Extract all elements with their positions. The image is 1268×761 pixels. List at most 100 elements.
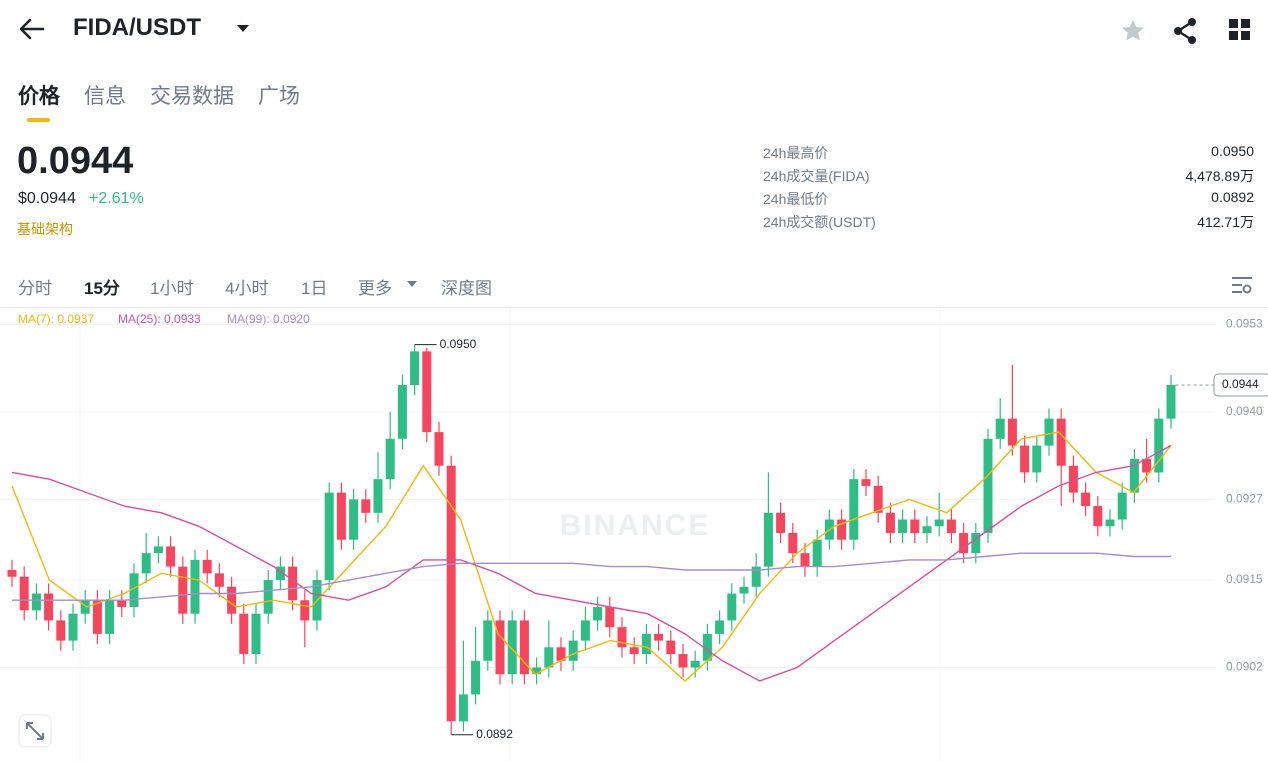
candle-body xyxy=(580,620,590,641)
candle-body xyxy=(483,620,493,661)
candle-body xyxy=(702,633,712,661)
ma-line xyxy=(12,552,1171,601)
candle-body xyxy=(959,532,969,554)
candle-body xyxy=(202,559,212,574)
tab[interactable]: 信息 xyxy=(84,85,126,108)
candle-body xyxy=(1129,458,1139,493)
candle-body xyxy=(532,667,542,675)
legend-label: MA(25): 0.0933 xyxy=(118,312,201,326)
pair-dropdown[interactable] xyxy=(236,24,250,34)
candle-body xyxy=(1044,418,1054,446)
candle-body xyxy=(300,600,310,621)
candle-body xyxy=(153,546,163,554)
stat-label: 24h最低价 xyxy=(763,191,829,207)
candle-body xyxy=(19,576,29,611)
candle-body xyxy=(92,600,102,634)
tab[interactable]: 交易数据 xyxy=(150,85,234,108)
candle-body xyxy=(739,586,749,594)
candle-body xyxy=(617,627,627,648)
candle-body xyxy=(446,465,456,722)
interval-tab[interactable]: 1日 xyxy=(301,279,328,298)
candle-body xyxy=(971,532,981,554)
candle-body xyxy=(117,600,127,607)
candle-body xyxy=(666,640,676,655)
stat-value: 4,478.89万 xyxy=(1185,168,1255,184)
interval-tab[interactable]: 15分 xyxy=(84,279,120,298)
stat-label: 24h成交量(FIDA) xyxy=(763,168,870,184)
ma-line xyxy=(11,431,1172,682)
candle-body xyxy=(324,492,334,581)
candle-body xyxy=(800,553,810,567)
candle-body xyxy=(68,613,78,641)
candle-body xyxy=(263,580,273,614)
y-tick-label: 0.0940 xyxy=(1226,404,1263,418)
candle-body xyxy=(507,620,517,675)
tab-indicator xyxy=(27,118,50,122)
stat-label: 24h成交额(USDT) xyxy=(763,214,876,230)
candle-body xyxy=(214,573,224,587)
chart-settings-icon[interactable] xyxy=(1231,276,1253,294)
candle-body xyxy=(227,586,237,614)
candle-body xyxy=(105,600,115,634)
candle-body xyxy=(519,620,529,675)
candle-body xyxy=(641,633,651,655)
interval-tab[interactable]: 深度图 xyxy=(441,279,492,298)
candle-body xyxy=(1020,445,1030,473)
candle-body xyxy=(361,499,371,513)
pair-title[interactable]: FIDA/USDT xyxy=(73,14,201,41)
candle-body xyxy=(166,546,176,567)
candle-body xyxy=(837,519,847,540)
candle-body xyxy=(910,519,920,533)
candle-body xyxy=(1093,506,1103,527)
stat-value: 0.0950 xyxy=(1211,143,1254,159)
interval-tab[interactable]: 分时 xyxy=(18,279,52,298)
usd-price: $0.0944 xyxy=(18,190,76,207)
candle-body xyxy=(251,613,261,655)
candle-body xyxy=(995,418,1005,439)
candle-body xyxy=(727,593,737,621)
stat-label: 24h最高价 xyxy=(763,145,829,161)
candle-body xyxy=(654,633,664,641)
interval-tab[interactable]: 4小时 xyxy=(225,279,269,298)
candle-body xyxy=(129,573,139,607)
more-dropdown[interactable] xyxy=(407,280,417,288)
menu-grid-icon[interactable] xyxy=(1229,19,1251,41)
candle-body xyxy=(7,569,17,577)
annotation-label: 0.0950 xyxy=(440,337,477,351)
stat-value: 0.0892 xyxy=(1211,189,1254,205)
candle-body xyxy=(568,640,578,661)
candle-body xyxy=(849,479,859,540)
legend-label: MA(7): 0.0937 xyxy=(18,312,94,326)
last-price-box xyxy=(1213,373,1268,397)
candle-body xyxy=(373,479,383,513)
candle-body xyxy=(1105,519,1115,527)
candle-body xyxy=(885,512,895,533)
interval-tab[interactable]: 更多 xyxy=(358,279,392,298)
candle-body xyxy=(410,351,420,386)
candle-body xyxy=(922,526,932,533)
candle-body xyxy=(190,559,200,614)
share-icon[interactable] xyxy=(1172,17,1198,45)
expand-button[interactable] xyxy=(18,714,52,748)
candle-body xyxy=(1117,492,1127,520)
favorite-icon[interactable] xyxy=(1120,18,1146,44)
candle-body xyxy=(56,620,66,641)
candle-body xyxy=(1166,385,1176,419)
candle-body xyxy=(605,606,615,628)
candle-body xyxy=(336,492,346,540)
candle-body xyxy=(946,519,956,533)
tab[interactable]: 广场 xyxy=(258,85,300,108)
interval-tab[interactable]: 1小时 xyxy=(150,279,194,298)
candle-body xyxy=(544,647,554,668)
ma-line xyxy=(11,444,1172,682)
back-button[interactable] xyxy=(18,17,46,41)
candle-body xyxy=(397,385,407,439)
candle-body xyxy=(983,438,993,533)
candle-body xyxy=(690,660,700,668)
last-price: 0.0944 xyxy=(17,140,134,182)
candle-body xyxy=(1007,418,1017,446)
tab[interactable]: 价格 xyxy=(18,85,60,108)
category-tag[interactable]: 基础架构 xyxy=(17,221,73,237)
